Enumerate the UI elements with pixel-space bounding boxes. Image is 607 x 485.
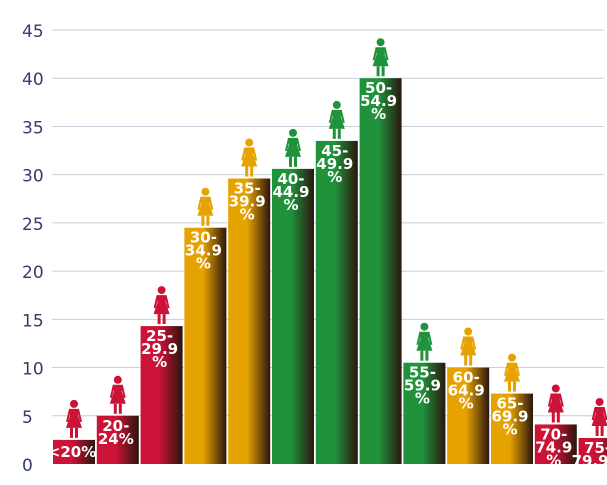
woman-figure-icon [285,128,301,167]
y-tick-label: 10 [22,360,44,380]
woman-figure-icon [416,322,433,361]
woman-figure-icon [504,353,520,392]
bar-label: 45-49.9% [316,142,353,186]
bar [359,78,402,464]
bar-group: 45-49.9% [315,100,358,464]
bar-label: 60-64.9% [448,369,485,413]
bar-label: 65-69.9% [491,395,528,439]
bar [96,415,139,464]
bar [184,227,227,464]
bar-label: 50-54.9% [360,79,397,123]
bar-label: 70-74.9% [535,425,572,469]
woman-figure-icon [109,375,126,414]
bar-group: 55-59.9% [403,322,446,464]
y-tick-label: 15 [22,311,44,331]
bar-label: 30-34.9% [185,229,222,273]
woman-figure-icon [153,286,170,325]
y-axis: 0 5 10 15 20 25 30 35 40 45 [22,22,44,476]
bar-label: 20-24% [98,417,134,448]
bar [272,168,314,464]
woman-figure-icon [460,327,477,366]
bar [491,393,533,464]
bar [315,140,358,464]
y-tick-label: 40 [22,70,44,90]
bar [140,326,183,464]
bar-group: <20% [48,399,96,464]
woman-figure-icon [547,384,564,423]
bar [534,424,577,464]
y-tick-label: 0 [22,456,33,476]
bar-group: 25-29.9% [140,286,183,464]
bar-group: 30-34.9% [184,187,227,464]
bar-label: 55-59.9% [404,364,441,408]
bar-group: 40-44.9% [272,128,314,464]
bar [447,367,490,464]
bar-label: 25-29.9% [141,327,178,371]
bar-group: 70-74.9% [534,384,577,469]
woman-figure-icon [372,38,389,77]
y-tick-label: 35 [22,118,44,138]
y-tick-label: 5 [22,408,33,428]
bar [53,439,95,464]
bar-group: 20-24% [96,375,139,464]
y-tick-label: 20 [22,263,44,283]
y-tick-label: 25 [22,215,44,235]
bar-label: 40-44.9% [272,170,309,214]
bar-group: 35-39.9% [228,138,271,464]
woman-figure-icon [328,100,345,139]
bar-group: 65-69.9% [491,353,533,464]
bar-label: <20% [48,443,96,461]
bar-group: 75-79.9% [572,397,607,470]
bar-label: 75-79.9% [572,439,607,470]
woman-figure-icon [241,138,258,177]
bar-group: 60-64.9% [447,327,490,464]
woman-figure-icon [66,399,82,438]
bars: <20%20-24% 25-29.9 % 30-34.9 %35-39.9 %40-44.… [48,38,607,470]
bar-label: 35-39.9% [229,180,266,224]
y-tick-label: 45 [22,22,44,42]
bar [578,437,607,464]
y-tick-label: 30 [22,167,44,187]
bar [228,178,271,464]
woman-figure-icon [591,397,607,436]
bar-group: 50-54.9% [359,38,402,464]
woman-figure-icon [197,187,214,226]
bar [403,362,446,464]
